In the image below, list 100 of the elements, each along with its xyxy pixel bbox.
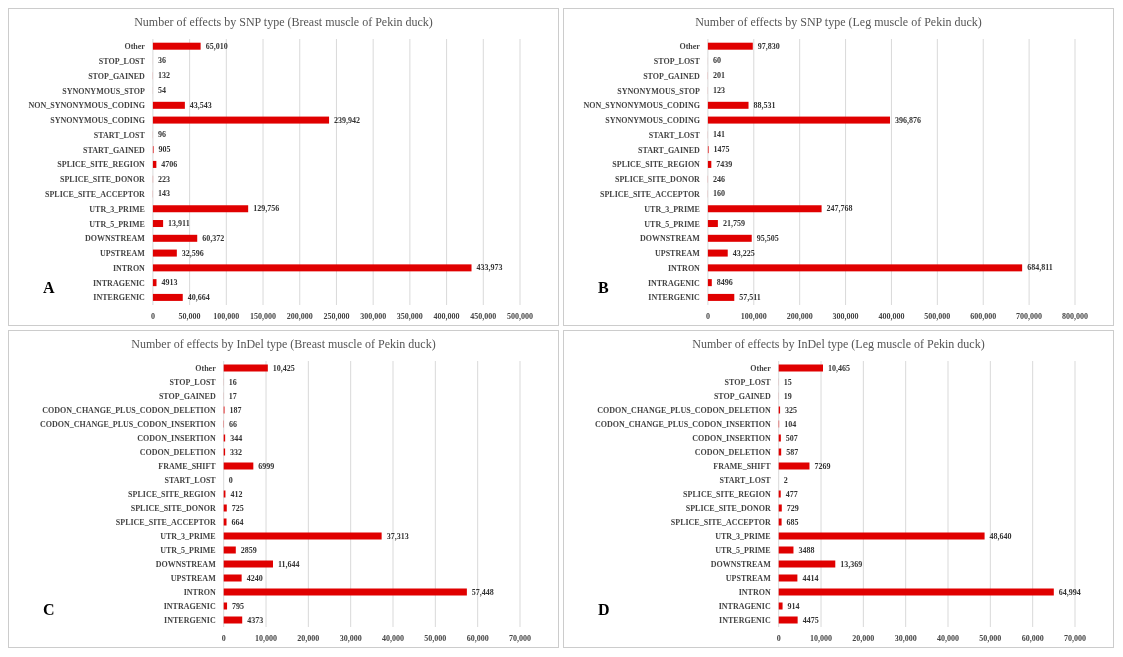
- text: D: [598, 601, 610, 619]
- data-label: 32,596: [181, 248, 204, 258]
- data-label: 16: [228, 377, 237, 387]
- data-label: 21,759: [722, 219, 745, 229]
- x-tick-label: 200,000: [286, 311, 313, 321]
- data-label: 7269: [814, 461, 831, 471]
- y-tick-label: INTRAGENIC: [718, 601, 771, 611]
- data-label: 4373: [247, 615, 264, 625]
- data-label: 11,644: [277, 559, 300, 569]
- y-tick-label: UPSTREAM: [100, 249, 146, 259]
- x-tick-label: 400,000: [878, 311, 905, 321]
- y-tick-label: Other: [750, 363, 772, 373]
- y-tick-label: Other: [124, 42, 146, 52]
- data-label: 95,505: [756, 233, 779, 243]
- y-tick-label: UTR_3_PRIME: [644, 204, 700, 214]
- data-label: 4475: [802, 615, 819, 625]
- bar: [778, 602, 783, 610]
- bar: [707, 234, 752, 242]
- bar: [707, 220, 718, 228]
- data-label: 477: [785, 489, 798, 499]
- data-label: 729: [786, 503, 799, 513]
- x-tick-label: 70,000: [509, 633, 531, 643]
- data-label: 684,811: [1027, 263, 1053, 273]
- x-tick-label: 10,000: [255, 633, 278, 643]
- bar: [223, 588, 467, 596]
- y-tick-label: CODON_CHANGE_PLUS_CODON_DELETION: [597, 405, 771, 415]
- bar: [707, 264, 1023, 272]
- y-tick-label: UTR_3_PRIME: [160, 531, 216, 541]
- bar: [152, 42, 201, 50]
- y-tick-label: DOWNSTREAM: [155, 559, 217, 569]
- chart-title: Number of effects by SNP type (Breast muscle of Pekin duck): [133, 14, 434, 31]
- x-tick-label: 350,000: [396, 311, 423, 321]
- data-label: 3488: [798, 545, 815, 555]
- bar: [152, 205, 249, 213]
- bar: [223, 616, 243, 624]
- bar: [707, 279, 712, 287]
- data-label: 2: [783, 475, 788, 485]
- y-tick-label: STOP_LOST: [169, 377, 217, 387]
- y-tick-label: STOP_GAINED: [158, 391, 216, 401]
- y-tick-label: SPLICE_SITE_REGION: [683, 489, 771, 499]
- bar: [223, 532, 382, 540]
- y-tick-label: SPLICE_SITE_DONOR: [614, 175, 701, 185]
- data-label: 97,830: [757, 41, 780, 51]
- y-tick-label: CODON_DELETION: [139, 447, 216, 457]
- bar: [778, 532, 985, 540]
- data-label: 36: [157, 56, 166, 66]
- bar: [223, 518, 227, 526]
- x-tick-label: 100,000: [213, 311, 240, 321]
- x-tick-label: 250,000: [323, 311, 350, 321]
- x-tick-label: 100,000: [740, 311, 767, 321]
- y-tick-label: SPLICE_SITE_DONOR: [685, 503, 771, 513]
- data-label: 60: [712, 56, 721, 66]
- data-label: 96: [157, 130, 166, 140]
- data-label: 132: [158, 71, 170, 81]
- x-tick-label: 50,000: [178, 311, 201, 321]
- data-label: 6999: [258, 461, 275, 471]
- y-tick-label: UTR_5_PRIME: [89, 219, 145, 229]
- bar: [778, 504, 782, 512]
- data-label: 4706: [161, 159, 178, 169]
- data-label: 88,531: [753, 100, 776, 110]
- y-tick-label: UPSTREAM: [655, 249, 701, 259]
- y-tick-label: INTRON: [738, 587, 771, 597]
- data-label: 332: [230, 447, 243, 457]
- x-tick-label: 500,000: [507, 311, 533, 321]
- y-tick-label: START_LOST: [719, 475, 772, 485]
- y-tick-label: DOWNSTREAM: [639, 234, 701, 244]
- bar: [778, 490, 781, 498]
- bar: [223, 546, 236, 554]
- bar: [152, 249, 177, 257]
- y-tick-label: START_LOST: [648, 130, 701, 140]
- data-label: 60,372: [202, 233, 225, 243]
- data-label: 725: [231, 503, 244, 513]
- x-tick-label: 60,000: [466, 633, 489, 643]
- y-tick-label: SYNONYMOUS_STOP: [62, 86, 146, 96]
- y-tick-label: CODON_CHANGE_PLUS_CODON_INSERTION: [39, 419, 216, 429]
- data-label: 17: [228, 391, 237, 401]
- x-tick-label: 300,000: [360, 311, 387, 321]
- data-label: 187: [229, 405, 242, 415]
- bar: [778, 546, 794, 554]
- y-tick-label: STOP_LOST: [653, 57, 701, 67]
- data-label: 4913: [161, 278, 178, 288]
- y-tick-label: INTERGENIC: [719, 615, 771, 625]
- bar: [707, 205, 822, 213]
- y-tick-label: INTRON: [667, 263, 701, 273]
- x-tick-label: 400,000: [433, 311, 460, 321]
- data-label: 7439: [716, 159, 733, 169]
- bar: [778, 588, 1054, 596]
- bar: [778, 462, 810, 470]
- x-tick-label: 300,000: [832, 311, 859, 321]
- y-tick-label: Other: [679, 42, 701, 52]
- bar: [778, 616, 798, 624]
- x-tick-label: 20,000: [852, 633, 875, 643]
- y-tick-label: UPSTREAM: [725, 573, 772, 583]
- data-label: 104: [784, 419, 797, 429]
- data-label: 160: [712, 189, 725, 199]
- data-label: 13,369: [840, 559, 863, 569]
- data-label: 4240: [246, 573, 263, 583]
- y-tick-label: UTR_3_PRIME: [89, 204, 145, 214]
- y-tick-label: UTR_5_PRIME: [644, 219, 700, 229]
- text: B: [598, 279, 609, 297]
